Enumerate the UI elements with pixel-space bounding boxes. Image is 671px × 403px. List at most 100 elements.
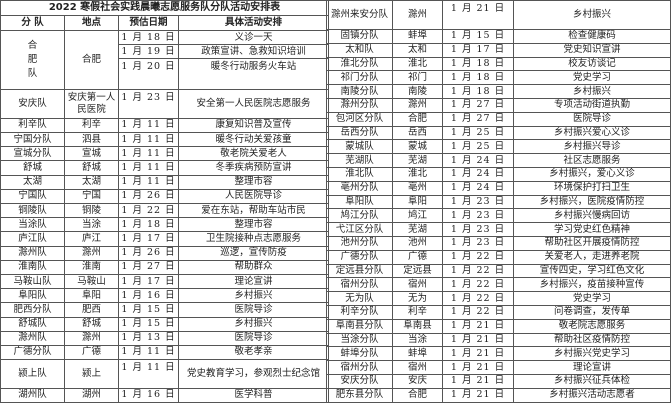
location-cell: 池州 (392, 235, 443, 251)
activity-cell: 学习党史红色精神 (513, 222, 671, 237)
location-cell: 当涂 (64, 217, 119, 233)
activity-cell: 检查健康码 (513, 29, 671, 44)
location-cell: 滁州 (64, 330, 119, 346)
activity-cell: 问卷调查，发传单 (513, 304, 671, 320)
activity-cell: 专项活动街道执勤 (513, 97, 671, 113)
date-cell: 1 月 15 日 (118, 316, 179, 332)
location-cell: 马鞍山 (64, 273, 119, 290)
activity-cell: 医学科普 (177, 387, 330, 403)
team-cell: 无为队 (326, 291, 393, 306)
activity-cell: 校友访谈记 (513, 56, 671, 72)
date-cell: 1 月 19 日 (118, 44, 179, 60)
table-row: 阜阳队 阜阳 1 月 16 日乡村振兴 (0, 288, 330, 304)
date-cell: 1 月 22 日 (442, 304, 514, 320)
team-cell: 合肥队 (0, 29, 65, 91)
date-cell: 1 月 22 日 (442, 249, 514, 265)
schedule-table-left: 2022 寒假社会实践晨曦志愿服务队分队活动安排表 分 队 地点 预估日期 具体… (0, 0, 330, 403)
date-cell: 1 月 16 日 (118, 387, 179, 403)
location-cell: 铜陵 (64, 202, 119, 219)
table-row: 滁州来安分队 滁州 1 月 21 日乡村振兴 (326, 0, 671, 30)
team-cell: 宿州分队 (326, 360, 393, 375)
location-cell: 滁州 (392, 97, 443, 113)
activity-cell: 帮助群众 (177, 259, 330, 275)
date-cell: 1 月 11 日 (118, 359, 179, 389)
table-row: 包河区分队 合肥 1 月 27 日医院导诊 (326, 111, 671, 127)
team-cell: 广德分队 (0, 344, 65, 361)
activity-cell: 医院导诊 (513, 111, 671, 127)
date-cell: 1 月 27 日 (442, 111, 514, 127)
team-cell: 利辛队 (0, 117, 65, 134)
table-row: 滁州分队 滁州 1 月 27 日专项活动街道执勤 (326, 97, 671, 113)
date-cell: 1 月 11 日 (118, 344, 179, 361)
table-row: 安庆队 安庆第一人民医院 1 月 23 日安全第一人民医院志愿服务 (0, 89, 330, 119)
date-cell: 1 月 24 日 (442, 180, 514, 196)
location-cell: 岳西 (392, 125, 443, 141)
table-row: 肥东县分队 合肥 1 月 21 日乡村振兴活动志愿者 (326, 387, 671, 403)
activity-cell: 乡村振兴，疫苗接种宣传 (513, 277, 671, 293)
date-cell: 1 月 25 日 (442, 139, 514, 155)
activity-cell: 乡村振兴导诊 (513, 139, 671, 155)
activity-cell: 帮助社区疫情防控 (513, 332, 671, 348)
table-row: 安庆分队 安庆 1 月 21 日乡村振兴征兵体检 (326, 373, 671, 389)
activity-cell: 整理市容 (177, 217, 330, 233)
table-row: 阜阳队 阜阳 1 月 23 日乡村振兴，医院疫情防控 (326, 194, 671, 210)
team-cell: 蒙城队 (326, 139, 393, 155)
location-cell: 合肥 (64, 29, 119, 91)
team-cell: 固镇分队 (326, 29, 393, 44)
location-cell: 太和 (392, 42, 443, 58)
location-cell: 蚌埠 (392, 29, 443, 44)
team-cell: 淮北队 (326, 166, 393, 182)
team-cell: 马鞍山队 (0, 273, 65, 290)
location-cell: 淮北 (392, 56, 443, 72)
date-cell: 1 月 18 日 (442, 70, 514, 86)
team-cell: 淮北分队 (326, 56, 393, 72)
location-cell: 太湖 (64, 174, 119, 190)
table-row: 庐江队 庐江 1 月 17 日卫生院接种点志愿服务 (0, 231, 330, 247)
team-cell: 阜阳队 (0, 288, 65, 304)
table-row: 太和队 太和 1 月 17 日党史知识宣讲 (326, 42, 671, 58)
date-cell: 1 月 23 日 (442, 222, 514, 237)
table-row: 芜湖队 芜湖 1 月 24 日社区志愿服务 (326, 153, 671, 168)
location-cell: 利辛 (64, 117, 119, 134)
team-cell: 包河区分队 (326, 111, 393, 127)
team-cell: 定远县分队 (326, 263, 393, 279)
location-cell: 蚌埠 (392, 346, 443, 362)
activity-cell: 爱在东站，帮助车站市民 (177, 202, 330, 219)
date-cell: 1 月 23 日 (442, 235, 514, 251)
table-row: 1 月 19 日 政策宣讲、急救知识培训 (1, 44, 330, 60)
activity-cell: 乡村振兴，爱心义诊 (513, 166, 671, 182)
table-row: 固镇分队 蚌埠 1 月 15 日检查健康码 (326, 29, 671, 44)
table-row: 无为队 无为 1 月 22 日党史学习 (326, 291, 671, 306)
table-row: 当涂分队 当涂 1 月 21 日帮助社区疫情防控 (326, 332, 671, 348)
location-cell: 滁州 (392, 0, 443, 30)
team-cell: 滁州队 (0, 245, 65, 261)
location-cell: 滁州 (64, 245, 119, 261)
team-cell: 芜湖队 (326, 153, 393, 168)
table-row: 广德分队 广德 1 月 11 日敬老孝亲 (0, 344, 330, 361)
team-cell: 当涂队 (0, 217, 65, 233)
activity-cell: 社区志愿服务 (513, 153, 671, 168)
team-cell: 滁州来安分队 (326, 0, 393, 30)
team-cell: 铜陵队 (0, 202, 65, 219)
table-row: 宣城分队 宣城 1 月 11 日敬老院关爱老人 (0, 146, 330, 162)
activity-cell: 冬季疾病预防宣讲 (177, 160, 330, 176)
location-cell: 宁国 (64, 188, 119, 205)
location-cell: 南陵 (392, 84, 443, 99)
date-cell: 1 月 11 日 (118, 132, 179, 148)
activity-cell: 乡村振兴 (513, 0, 671, 30)
location-cell: 颍上 (64, 359, 119, 389)
team-cell: 池州分队 (326, 235, 393, 251)
activity-cell: 宣传四史，学习红色文化 (513, 263, 671, 279)
activity-cell: 敬老院志愿服务 (513, 318, 671, 334)
location-cell: 庐江 (64, 231, 119, 247)
table-row: 广德分队 广德 1 月 22 日关爱老人，走进养老院 (326, 249, 671, 265)
date-cell: 1 月 23 日 (442, 208, 514, 224)
table-row: 南陵分队 南陵 1 月 18 日乡村振兴 (326, 84, 671, 99)
table-row: 舒城队 舒城 1 月 15 日乡村振兴 (0, 316, 330, 332)
team-cell: 滁州分队 (326, 97, 393, 113)
table-row: 淮北队 淮北 1 月 24 日乡村振兴，爱心义诊 (326, 166, 671, 182)
activity-cell: 康复知识普及宣传 (177, 117, 330, 134)
team-cell: 鸠江分队 (326, 208, 393, 224)
team-cell: 宁国分队 (0, 132, 65, 148)
activity-cell: 安全第一人民医院志愿服务 (177, 89, 330, 119)
